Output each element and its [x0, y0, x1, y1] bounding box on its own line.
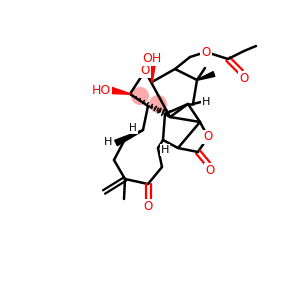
Text: O: O	[143, 200, 153, 212]
Text: H: H	[129, 123, 137, 133]
Text: O: O	[239, 71, 249, 85]
Text: O: O	[201, 46, 211, 59]
Text: OH: OH	[142, 52, 162, 64]
Text: H: H	[104, 137, 112, 147]
Polygon shape	[115, 130, 143, 146]
Text: H: H	[202, 97, 210, 107]
Text: H: H	[161, 145, 169, 155]
Circle shape	[149, 95, 167, 113]
Polygon shape	[197, 72, 215, 80]
Text: O: O	[140, 64, 150, 77]
Text: O: O	[203, 130, 213, 143]
Text: O: O	[206, 164, 214, 176]
Circle shape	[131, 87, 149, 105]
Polygon shape	[148, 63, 155, 82]
Polygon shape	[108, 87, 130, 94]
Text: HO: HO	[92, 83, 111, 97]
